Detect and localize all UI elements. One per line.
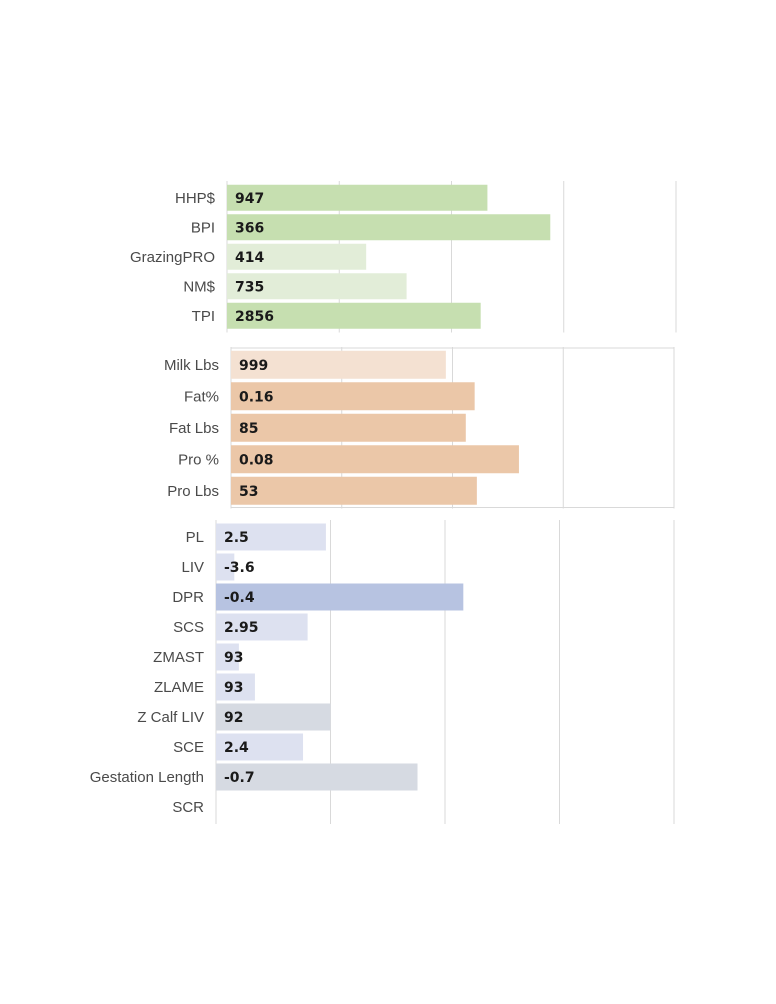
category-label: SCE xyxy=(173,739,204,756)
bar xyxy=(216,583,464,611)
category-label: Fat Lbs xyxy=(169,420,219,437)
bar xyxy=(227,214,551,241)
category-label: SCR xyxy=(172,799,204,816)
bar xyxy=(231,445,519,474)
bar xyxy=(216,613,308,641)
category-label: NM$ xyxy=(183,278,215,295)
bar xyxy=(216,673,255,701)
data-label: 414 xyxy=(235,250,264,266)
bar xyxy=(231,382,475,411)
category-label: Pro % xyxy=(178,451,219,468)
category-label: HHP$ xyxy=(175,190,216,207)
category-label: ZLAME xyxy=(154,679,204,696)
category-label: DPR xyxy=(172,589,204,606)
data-label: 735 xyxy=(235,279,264,295)
data-label: -0.4 xyxy=(224,590,255,606)
bar xyxy=(216,763,418,791)
bar xyxy=(216,643,239,671)
category-label: TPI xyxy=(192,308,215,325)
data-label: 85 xyxy=(239,421,258,437)
data-label: 93 xyxy=(224,680,243,696)
chart-panel-3: PL 2.5 LIV -3.6 DPR -0.4 SCS 2.95 ZMAST 93 ZLAME 93… xyxy=(90,520,675,824)
data-label: 2.4 xyxy=(224,740,249,756)
data-label: 53 xyxy=(239,484,258,500)
data-label: 92 xyxy=(224,710,243,726)
bar xyxy=(231,350,446,379)
bar xyxy=(216,553,235,581)
data-label: 0.08 xyxy=(239,452,274,468)
category-label: Milk Lbs xyxy=(164,357,219,374)
data-label: 999 xyxy=(239,358,268,374)
category-label: Fat% xyxy=(184,388,219,405)
data-label: 2856 xyxy=(235,309,274,325)
bar xyxy=(216,733,304,761)
chart-panel-2: Milk Lbs 999 Fat% 0.16 Fat Lbs 85 Pro % 0.08 Pro… xyxy=(164,347,675,509)
category-label: BPI xyxy=(191,219,215,236)
category-label: PL xyxy=(186,529,204,546)
bar xyxy=(216,703,331,731)
category-label: LIV xyxy=(181,559,204,576)
bar xyxy=(227,273,407,300)
bar xyxy=(227,184,488,211)
bar xyxy=(216,523,326,551)
bar xyxy=(231,413,466,442)
category-label: SCS xyxy=(173,619,204,636)
data-label: 2.5 xyxy=(224,530,249,546)
bar xyxy=(227,302,481,329)
category-label: Pro Lbs xyxy=(167,483,219,500)
category-label: GrazingPRO xyxy=(130,249,215,266)
data-label: 947 xyxy=(235,191,264,207)
data-label: -0.7 xyxy=(224,770,255,786)
data-label: 2.95 xyxy=(224,620,259,636)
data-label: -3.6 xyxy=(224,560,255,576)
category-label: Z Calf LIV xyxy=(137,709,204,726)
data-label: 93 xyxy=(224,650,243,666)
category-label: Gestation Length xyxy=(90,769,204,786)
bar xyxy=(231,476,477,505)
category-label: ZMAST xyxy=(153,649,204,666)
bar xyxy=(227,243,367,270)
data-label: 366 xyxy=(235,220,264,236)
chart-panel-1: HHP$ 947 BPI 366 GrazingPRO 414 NM$ 735 TPI 2856 xyxy=(130,181,677,333)
data-label: 0.16 xyxy=(239,389,274,405)
